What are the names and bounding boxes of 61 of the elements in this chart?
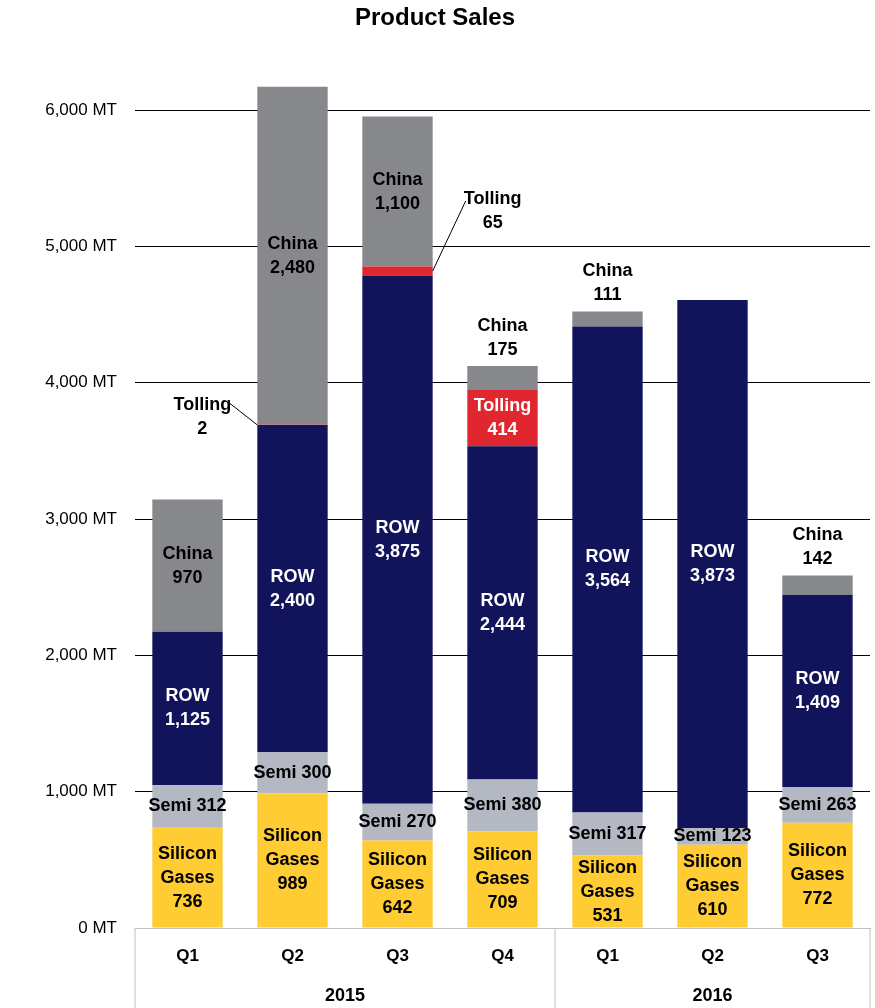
x-tick-label: Q1 [596, 945, 619, 965]
bar [362, 275, 433, 804]
data-label: Semi 123 [673, 825, 752, 846]
data-label: ROW 1,409 [794, 667, 841, 712]
data-label: Semi 263 [778, 793, 857, 814]
bar [257, 86, 328, 425]
data-label: Semi 380 [463, 794, 542, 815]
data-label: China 111 [582, 260, 634, 305]
text: 2015 [324, 984, 366, 1005]
data-label: Silicon Gases 531 [577, 856, 638, 925]
data-label: Semi 312 [148, 795, 227, 816]
data-label: ROW 1,125 [164, 685, 211, 730]
bar [467, 446, 538, 780]
y-tick-label: 1,000 MT [45, 781, 117, 801]
bar [782, 594, 853, 787]
y-tick-label: 4,000 MT [45, 372, 117, 392]
data-label: Tolling 414 [473, 395, 532, 440]
data-label: Silicon Gases 610 [682, 851, 743, 920]
y-tick-label: 6,000 MT [45, 99, 117, 119]
bar [152, 499, 223, 632]
y-tick-label: 0 MT [78, 917, 117, 937]
data-label: ROW 3,564 [584, 546, 631, 591]
data-label: China 175 [477, 315, 529, 360]
data-label: Semi 270 [358, 811, 437, 832]
x-tick-label: Q3 [806, 945, 829, 965]
data-label: Silicon Gases 772 [787, 840, 848, 909]
x-tick-label: Q2 [701, 945, 724, 965]
text: 2016 [692, 984, 733, 1005]
y-tick-label: 3,000 MT [45, 508, 117, 528]
data-label: Semi 300 [253, 761, 332, 782]
data-label: Silicon Gases 736 [157, 842, 218, 911]
x-tick-label: Q4 [491, 945, 515, 965]
bar [572, 311, 643, 327]
bar [467, 366, 538, 390]
data-label: ROW 2,400 [269, 565, 316, 610]
y-tick-label: 5,000 MT [45, 236, 117, 256]
data-label: Silicon Gases 642 [367, 848, 428, 917]
data-label: China 1,100 [372, 168, 424, 213]
data-label: Silicon Gases 709 [472, 844, 533, 913]
bar [152, 631, 223, 786]
y-tick-label: 2,000 MT [45, 645, 117, 665]
x-tick-label: Q1 [176, 945, 199, 965]
data-label: China 2,480 [267, 232, 319, 277]
data-label: ROW 3,875 [374, 516, 421, 561]
data-label: Tolling 2 [173, 393, 232, 438]
bar [677, 300, 748, 829]
bar [362, 116, 433, 267]
data-label: China 970 [162, 542, 214, 587]
bar [257, 425, 328, 753]
chart-title: Product Sales [354, 3, 516, 31]
bar [572, 326, 643, 813]
x-tick-label: Q2 [281, 945, 304, 965]
bar [362, 266, 433, 276]
bar [782, 575, 853, 595]
data-label: ROW 3,873 [689, 541, 736, 586]
x-tick-label: Q3 [386, 945, 409, 965]
data-label: Semi 317 [568, 822, 647, 843]
data-label: Silicon Gases 989 [262, 825, 323, 894]
data-label: ROW 2,444 [479, 589, 526, 634]
data-label: China 142 [792, 524, 844, 569]
data-label: Tolling 65 [463, 187, 522, 232]
